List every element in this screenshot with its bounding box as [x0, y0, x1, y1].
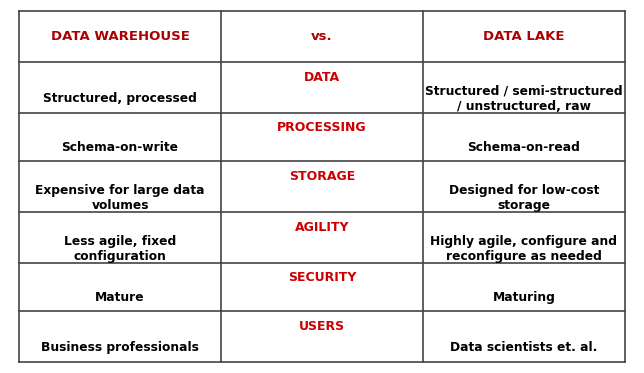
Text: Schema-on-read: Schema-on-read — [468, 141, 580, 154]
Text: DATA: DATA — [304, 71, 340, 84]
Text: STORAGE: STORAGE — [289, 170, 355, 183]
Text: Less agile, fixed
configuration: Less agile, fixed configuration — [64, 235, 176, 263]
Text: Business professionals: Business professionals — [41, 341, 199, 354]
Text: vs.: vs. — [311, 30, 333, 43]
Text: USERS: USERS — [299, 320, 345, 333]
Text: Data scientists et. al.: Data scientists et. al. — [450, 341, 598, 354]
Text: Schema-on-write: Schema-on-write — [62, 141, 178, 154]
Text: Structured, processed: Structured, processed — [43, 92, 197, 105]
Text: DATA LAKE: DATA LAKE — [483, 30, 565, 43]
Text: Designed for low-cost
storage: Designed for low-cost storage — [449, 184, 599, 212]
Text: PROCESSING: PROCESSING — [277, 121, 367, 134]
Text: Highly agile, configure and
reconfigure as needed: Highly agile, configure and reconfigure … — [430, 235, 618, 263]
Text: DATA WAREHOUSE: DATA WAREHOUSE — [51, 30, 189, 43]
Text: Mature: Mature — [95, 291, 145, 304]
Text: Maturing: Maturing — [493, 291, 555, 304]
Text: Expensive for large data
volumes: Expensive for large data volumes — [35, 184, 205, 212]
Text: Structured / semi-structured
/ unstructured, raw: Structured / semi-structured / unstructu… — [425, 85, 623, 113]
Text: AGILITY: AGILITY — [295, 221, 349, 234]
Text: SECURITY: SECURITY — [288, 271, 356, 284]
